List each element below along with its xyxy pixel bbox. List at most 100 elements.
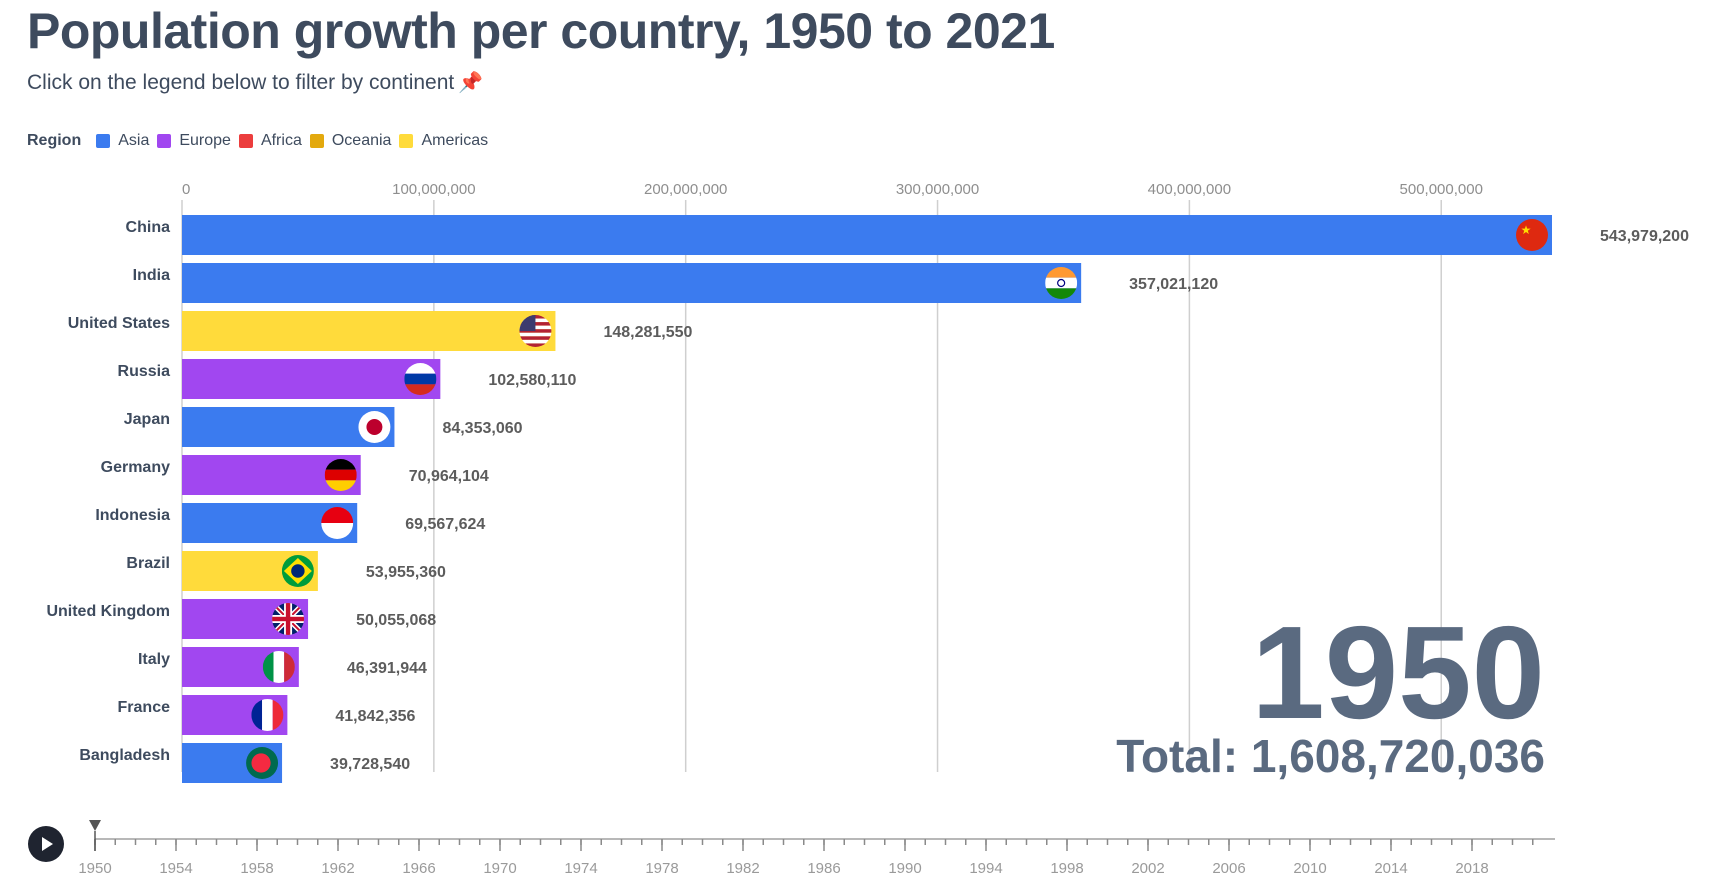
legend-swatch-africa — [238, 134, 253, 148]
legend-label-americas: Americas — [421, 132, 489, 149]
legend-swatch-oceania — [309, 134, 324, 148]
country-label: Italy — [138, 651, 170, 668]
japan-flag-icon — [358, 411, 391, 443]
timeline-slider[interactable]: 1950 1954 1958 1962 1966 1970 1974 1978 1982 1986… — [78, 820, 1555, 877]
bar-group: France 41,842,356 — [118, 695, 416, 735]
play-icon — [42, 837, 53, 851]
legend-item-europe[interactable]: Europe — [157, 132, 231, 150]
x-tick-label: 300,000,000 — [896, 181, 979, 198]
country-label: Japan — [124, 411, 170, 428]
bar-group: Italy 46,391,944 — [138, 647, 427, 687]
value-label: 357,021,120 — [1129, 276, 1218, 293]
italy-flag-icon — [262, 651, 295, 683]
country-label: Brazil — [126, 555, 170, 572]
chart-subtitle: Click on the legend below to filter by c… — [27, 70, 483, 95]
legend-swatch-europe — [157, 134, 172, 148]
country-label: United States — [68, 315, 170, 332]
bar-group: United States 148,281,550 — [68, 311, 693, 351]
value-label: 39,728,540 — [330, 756, 410, 773]
legend-item-americas[interactable]: Americas — [399, 132, 488, 150]
bar[interactable] — [182, 311, 556, 351]
x-tick-label: 100,000,000 — [392, 181, 475, 198]
legend: Region Asia Europe Africa Oceania Americ… — [27, 132, 496, 150]
svg-text:★: ★ — [1521, 223, 1532, 237]
timeline-year-label: 1978 — [645, 860, 678, 877]
country-label: Russia — [118, 363, 171, 380]
brazil-flag-icon — [281, 555, 314, 587]
timeline-year-label: 2006 — [1212, 860, 1245, 877]
timeline-year-label: 1970 — [483, 860, 516, 877]
legend-swatch-asia — [96, 134, 111, 148]
timeline-year-label: 1954 — [159, 860, 192, 877]
country-label: Germany — [101, 459, 170, 476]
germany-flag-icon — [324, 459, 357, 491]
legend-label-oceania: Oceania — [331, 132, 392, 149]
china-flag-icon: ★ — [1516, 219, 1548, 251]
country-label: Indonesia — [95, 507, 170, 524]
x-tick-label: 200,000,000 — [644, 181, 727, 198]
value-label: 50,055,068 — [356, 612, 436, 629]
x-tick-label: 500,000,000 — [1400, 181, 1483, 198]
x-tick-label: 400,000,000 — [1148, 181, 1231, 198]
legend-label-africa: Africa — [260, 132, 302, 149]
x-tick-label: 0 — [182, 181, 190, 198]
legend-swatch-americas — [399, 134, 414, 148]
bar-group: India 357,021,120 — [133, 263, 1218, 303]
timeline-year-label: 1962 — [321, 860, 354, 877]
bar[interactable] — [182, 215, 1552, 255]
legend-label-europe: Europe — [179, 132, 231, 149]
timeline-year-label: 1950 — [78, 860, 111, 877]
legend-label-asia: Asia — [118, 132, 150, 149]
subtitle-text: Click on the legend below to filter by c… — [27, 71, 455, 94]
country-label: United Kingdom — [46, 603, 170, 620]
bar-group: Germany 70,964,104 — [101, 455, 489, 495]
bar-group: United Kingdom 50,055,068 — [46, 599, 436, 639]
indonesia-flag-icon — [321, 507, 354, 539]
country-label: China — [126, 219, 171, 236]
value-label: 148,281,550 — [603, 324, 692, 341]
total-label: Total: 1,608,720,036 — [1116, 730, 1545, 782]
uk-flag-icon — [272, 603, 305, 635]
india-flag-icon — [1045, 267, 1078, 299]
timeline-year-label: 1986 — [807, 860, 840, 877]
bar[interactable] — [182, 263, 1082, 303]
timeline-year-label: 2018 — [1455, 860, 1488, 877]
country-label: Bangladesh — [79, 747, 170, 764]
usa-flag-icon — [519, 315, 552, 347]
legend-title: Region — [27, 132, 82, 149]
value-label: 102,580,110 — [488, 372, 576, 389]
value-label: 53,955,360 — [366, 564, 446, 581]
bar-group: Bangladesh 39,728,540 — [79, 743, 410, 783]
pushpin-icon: 📌 — [458, 72, 484, 94]
timeline-year-label: 1966 — [402, 860, 435, 877]
timeline-year-label: 1982 — [726, 860, 759, 877]
value-label: 543,979,200 — [1600, 228, 1689, 245]
timeline-year-label: 1990 — [888, 860, 921, 877]
timeline-handle[interactable] — [89, 820, 101, 831]
chart-title: Population growth per country, 1950 to 2… — [27, 3, 1055, 59]
timeline-year-label: 1958 — [240, 860, 273, 877]
timeline-year-label: 2002 — [1131, 860, 1164, 877]
legend-item-asia[interactable]: Asia — [96, 132, 149, 150]
russia-flag-icon — [404, 363, 437, 395]
value-label: 69,567,624 — [405, 516, 485, 533]
timeline-year-label: 1994 — [969, 860, 1002, 877]
timeline-year-label: 2014 — [1374, 860, 1407, 877]
legend-item-africa[interactable]: Africa — [238, 132, 302, 150]
bangladesh-flag-icon — [246, 747, 279, 779]
timeline-year-label: 1998 — [1050, 860, 1083, 877]
country-label: India — [133, 267, 170, 284]
value-label: 84,353,060 — [442, 420, 522, 437]
play-button[interactable] — [28, 826, 64, 862]
bar-group: China ★ 543,979,200 — [126, 215, 1689, 255]
legend-item-oceania[interactable]: Oceania — [309, 132, 392, 150]
france-flag-icon — [251, 699, 284, 731]
timeline-year-label: 1974 — [564, 860, 597, 877]
timeline-year-label: 2010 — [1293, 860, 1326, 877]
bar-group: Japan 84,353,060 — [124, 407, 523, 447]
bar[interactable] — [182, 359, 441, 399]
bar-group: Indonesia 69,567,624 — [95, 503, 485, 543]
year-label: 1950 — [1251, 599, 1545, 746]
value-label: 41,842,356 — [335, 708, 415, 725]
